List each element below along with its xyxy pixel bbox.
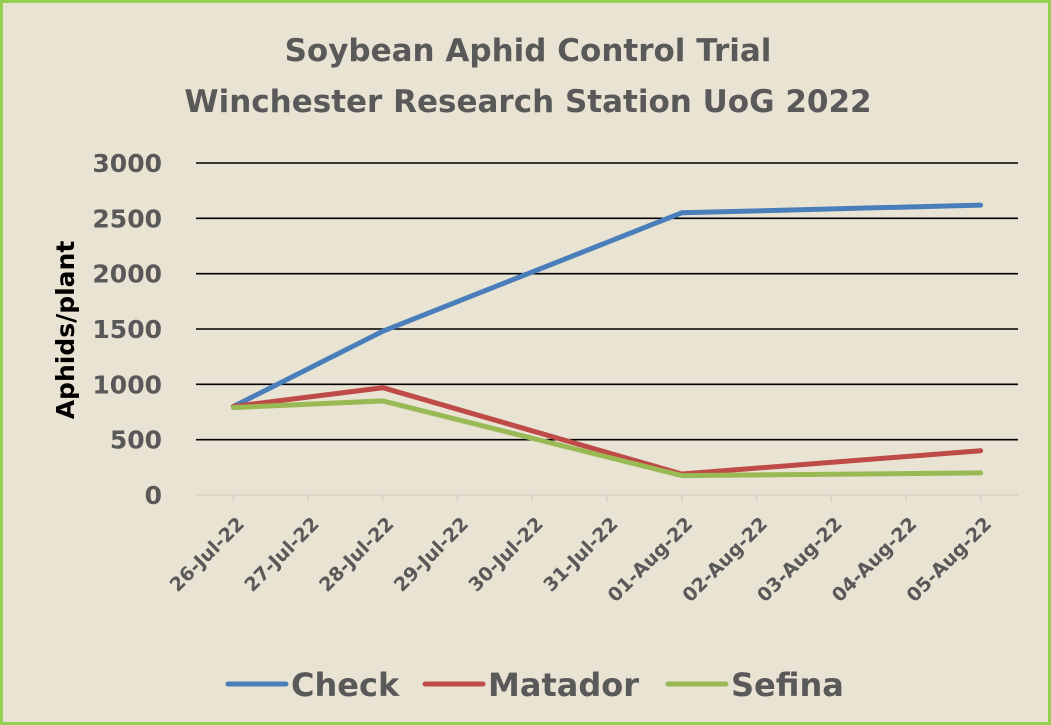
legend-item-matador: Matador bbox=[422, 666, 639, 704]
chart-title-line-2: Winchester Research Station UoG 2022 bbox=[184, 84, 871, 120]
chart-title-line-1: Soybean Aphid Control Trial bbox=[285, 33, 772, 69]
legend-item-check: Check bbox=[225, 666, 400, 704]
y-tick-label: 1500 bbox=[92, 315, 162, 344]
gridlines bbox=[196, 162, 1018, 496]
x-tick-label: 26-Jul-22 bbox=[166, 513, 249, 596]
series-line-sefina bbox=[230, 398, 984, 479]
y-axis-label: Aphids/plant bbox=[51, 241, 80, 420]
x-tick-label: 30-Jul-22 bbox=[465, 513, 548, 596]
x-tick-label: 28-Jul-22 bbox=[315, 513, 398, 596]
y-tick-label: 0 bbox=[145, 481, 162, 510]
y-tick-label: 1000 bbox=[92, 370, 162, 399]
y-tick-label: 500 bbox=[110, 426, 162, 455]
y-tick-label: 2500 bbox=[92, 204, 162, 233]
legend-label: Sefina bbox=[731, 666, 844, 704]
legend-label: Check bbox=[291, 666, 400, 704]
series-line-matador bbox=[230, 385, 984, 477]
y-tick-label: 3000 bbox=[92, 149, 162, 178]
y-tick-label: 2000 bbox=[92, 260, 162, 289]
legend: Check Matador Sefina bbox=[225, 666, 844, 704]
y-axis-ticks: 0 500 1000 1500 2000 2500 3000 bbox=[92, 149, 162, 510]
series-lines bbox=[230, 202, 984, 479]
legend-label: Matador bbox=[488, 666, 639, 704]
series-line-check bbox=[230, 202, 984, 409]
x-axis-ticks: 26-Jul-2227-Jul-2228-Jul-2229-Jul-2230-J… bbox=[166, 495, 996, 607]
legend-item-sefina: Sefina bbox=[665, 666, 844, 704]
x-tick-label: 29-Jul-22 bbox=[390, 513, 473, 596]
x-tick-label: 27-Jul-22 bbox=[240, 513, 323, 596]
